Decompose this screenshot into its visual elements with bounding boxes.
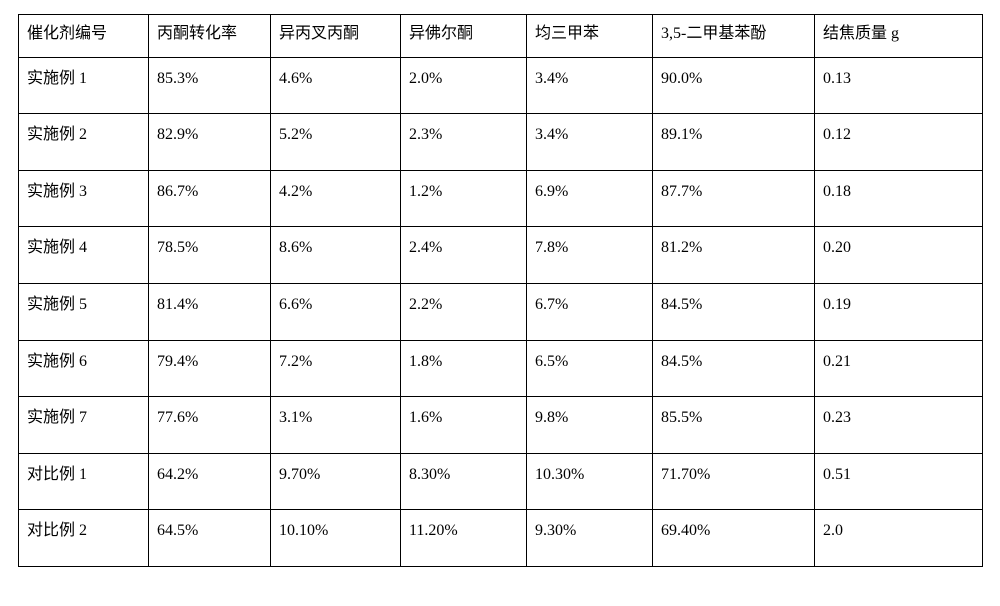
cell: 1.8% [401, 340, 527, 397]
cell: 9.30% [527, 510, 653, 567]
cell: 84.5% [653, 340, 815, 397]
cell: 实施例 7 [19, 397, 149, 454]
cell: 2.4% [401, 227, 527, 284]
cell: 1.2% [401, 170, 527, 227]
table-row: 实施例 1 85.3% 4.6% 2.0% 3.4% 90.0% 0.13 [19, 57, 983, 114]
cell: 2.3% [401, 114, 527, 171]
cell: 77.6% [149, 397, 271, 454]
cell: 78.5% [149, 227, 271, 284]
header-cell: 异佛尔酮 [401, 15, 527, 58]
cell: 9.70% [271, 453, 401, 510]
cell: 0.13 [815, 57, 983, 114]
cell: 11.20% [401, 510, 527, 567]
header-cell: 异丙叉丙酮 [271, 15, 401, 58]
cell: 实施例 2 [19, 114, 149, 171]
cell: 对比例 1 [19, 453, 149, 510]
cell: 4.6% [271, 57, 401, 114]
cell: 0.18 [815, 170, 983, 227]
table-row: 实施例 6 79.4% 7.2% 1.8% 6.5% 84.5% 0.21 [19, 340, 983, 397]
cell: 0.21 [815, 340, 983, 397]
cell: 64.5% [149, 510, 271, 567]
header-cell: 结焦质量 g [815, 15, 983, 58]
cell: 3.4% [527, 114, 653, 171]
cell: 71.70% [653, 453, 815, 510]
cell: 实施例 6 [19, 340, 149, 397]
table-row: 对比例 2 64.5% 10.10% 11.20% 9.30% 69.40% 2… [19, 510, 983, 567]
cell: 2.0 [815, 510, 983, 567]
cell: 4.2% [271, 170, 401, 227]
cell: 6.6% [271, 283, 401, 340]
cell: 0.23 [815, 397, 983, 454]
cell: 87.7% [653, 170, 815, 227]
cell: 0.20 [815, 227, 983, 284]
cell: 10.30% [527, 453, 653, 510]
header-cell: 3,5-二甲基苯酚 [653, 15, 815, 58]
cell: 8.30% [401, 453, 527, 510]
cell: 9.8% [527, 397, 653, 454]
cell: 3.1% [271, 397, 401, 454]
cell: 实施例 4 [19, 227, 149, 284]
cell: 0.12 [815, 114, 983, 171]
cell: 实施例 1 [19, 57, 149, 114]
cell: 85.3% [149, 57, 271, 114]
table-row: 实施例 5 81.4% 6.6% 2.2% 6.7% 84.5% 0.19 [19, 283, 983, 340]
cell: 81.4% [149, 283, 271, 340]
cell: 6.9% [527, 170, 653, 227]
cell: 84.5% [653, 283, 815, 340]
cell: 实施例 3 [19, 170, 149, 227]
cell: 6.7% [527, 283, 653, 340]
cell: 0.19 [815, 283, 983, 340]
header-cell: 丙酮转化率 [149, 15, 271, 58]
cell: 85.5% [653, 397, 815, 454]
table-row: 实施例 4 78.5% 8.6% 2.4% 7.8% 81.2% 0.20 [19, 227, 983, 284]
cell: 86.7% [149, 170, 271, 227]
cell: 6.5% [527, 340, 653, 397]
table-row: 对比例 1 64.2% 9.70% 8.30% 10.30% 71.70% 0.… [19, 453, 983, 510]
table-header-row: 催化剂编号 丙酮转化率 异丙叉丙酮 异佛尔酮 均三甲苯 3,5-二甲基苯酚 结焦… [19, 15, 983, 58]
header-cell: 催化剂编号 [19, 15, 149, 58]
cell: 64.2% [149, 453, 271, 510]
cell: 0.51 [815, 453, 983, 510]
cell: 7.2% [271, 340, 401, 397]
cell: 82.9% [149, 114, 271, 171]
cell: 90.0% [653, 57, 815, 114]
table-row: 实施例 2 82.9% 5.2% 2.3% 3.4% 89.1% 0.12 [19, 114, 983, 171]
cell: 实施例 5 [19, 283, 149, 340]
cell: 8.6% [271, 227, 401, 284]
header-cell: 均三甲苯 [527, 15, 653, 58]
cell: 89.1% [653, 114, 815, 171]
cell: 10.10% [271, 510, 401, 567]
cell: 81.2% [653, 227, 815, 284]
table-row: 实施例 7 77.6% 3.1% 1.6% 9.8% 85.5% 0.23 [19, 397, 983, 454]
cell: 3.4% [527, 57, 653, 114]
table-container: 催化剂编号 丙酮转化率 异丙叉丙酮 异佛尔酮 均三甲苯 3,5-二甲基苯酚 结焦… [0, 0, 1000, 581]
cell: 2.0% [401, 57, 527, 114]
cell: 2.2% [401, 283, 527, 340]
cell: 69.40% [653, 510, 815, 567]
cell: 79.4% [149, 340, 271, 397]
cell: 对比例 2 [19, 510, 149, 567]
table-row: 实施例 3 86.7% 4.2% 1.2% 6.9% 87.7% 0.18 [19, 170, 983, 227]
cell: 7.8% [527, 227, 653, 284]
cell: 1.6% [401, 397, 527, 454]
data-table: 催化剂编号 丙酮转化率 异丙叉丙酮 异佛尔酮 均三甲苯 3,5-二甲基苯酚 结焦… [18, 14, 983, 567]
cell: 5.2% [271, 114, 401, 171]
